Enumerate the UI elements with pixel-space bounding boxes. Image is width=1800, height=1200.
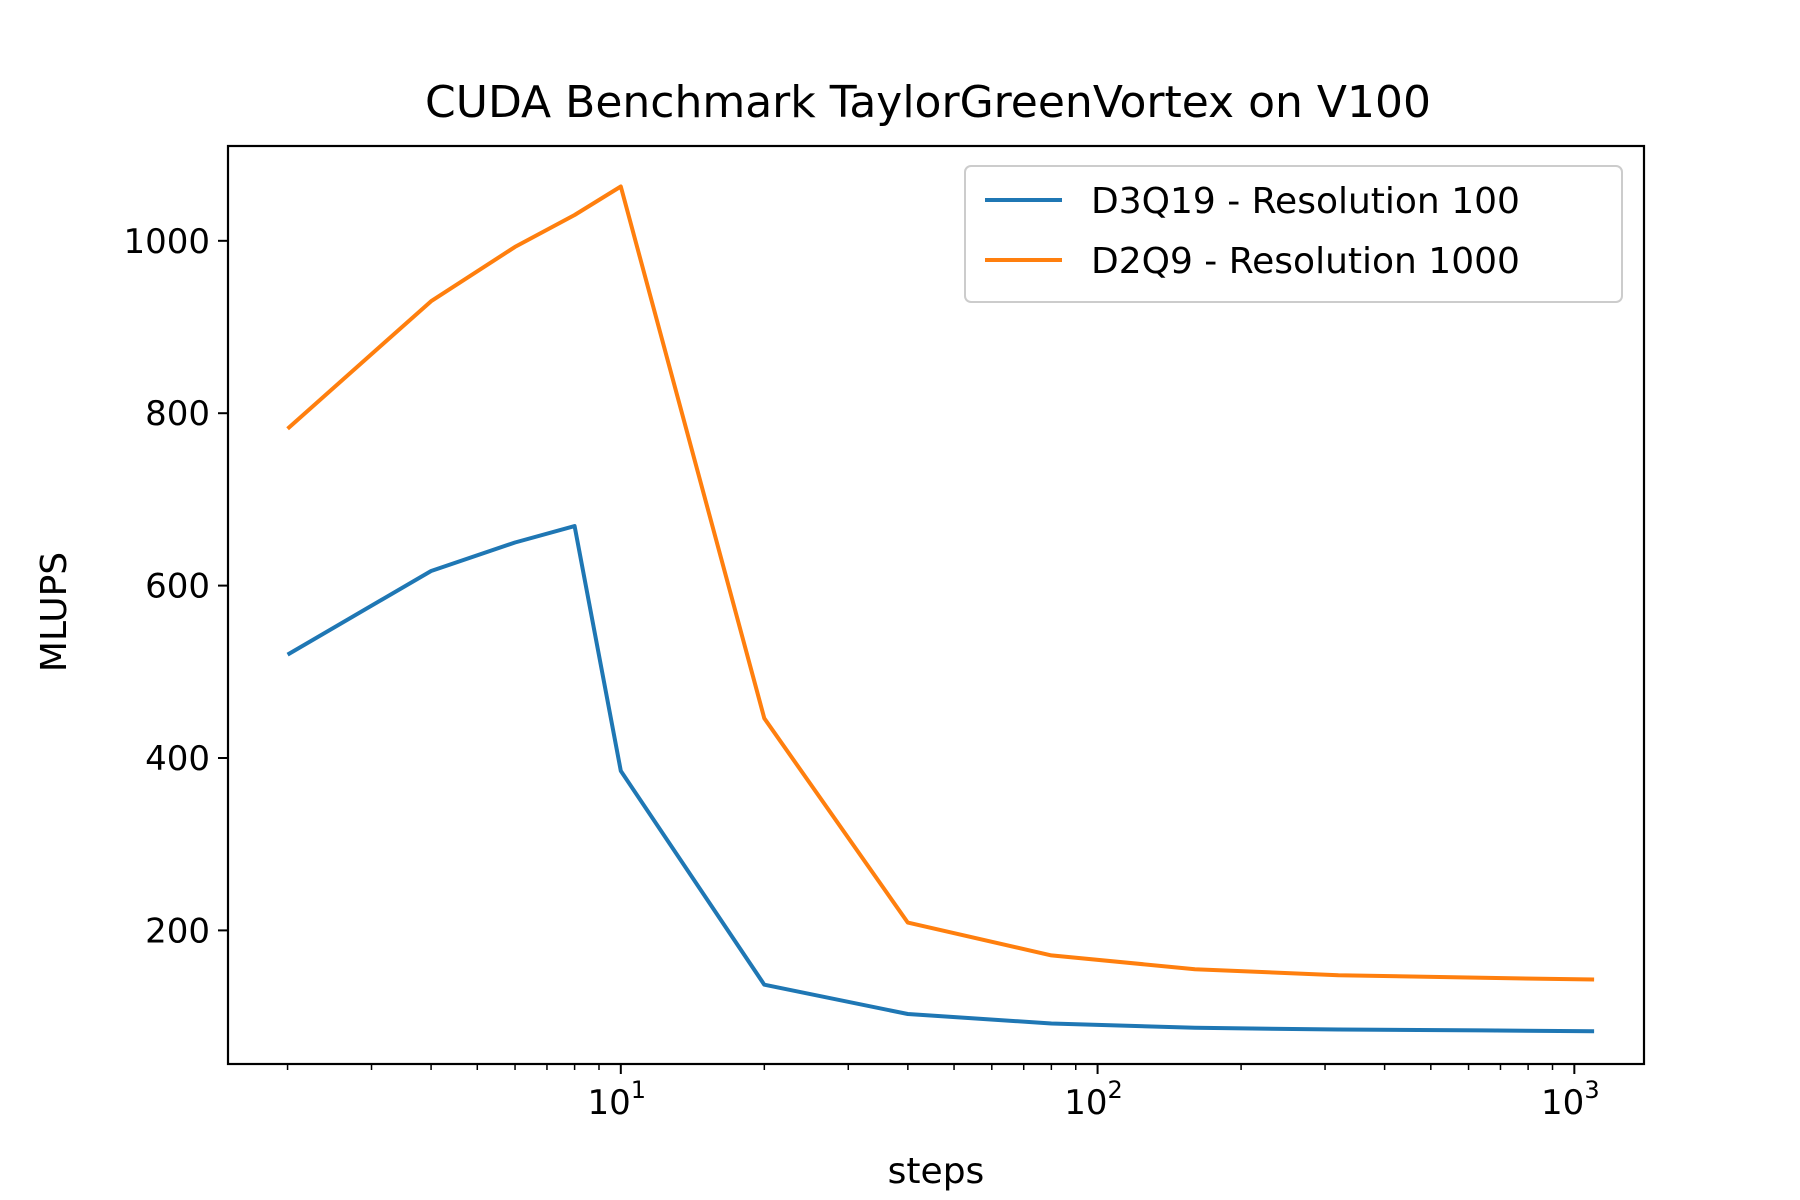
x-tick-label: 103 <box>1541 1076 1600 1123</box>
chart-title: CUDA Benchmark TaylorGreenVortex on V100 <box>425 77 1431 128</box>
legend: D3Q19 - Resolution 100 D2Q9 - Resolution … <box>964 165 1623 303</box>
series-lines <box>286 184 1595 1034</box>
y-axis-label: MLUPS <box>34 552 75 672</box>
legend-label: D2Q9 - Resolution 1000 <box>1091 241 1520 282</box>
x-tick-label: 101 <box>588 1076 647 1123</box>
x-tick-exponent: 3 <box>1584 1076 1599 1104</box>
x-tick-base: 10 <box>588 1083 631 1123</box>
y-tick-label: 200 <box>145 911 210 951</box>
x-axis: 101 102 103 <box>286 1064 1600 1123</box>
y-tick-label: 600 <box>145 567 210 607</box>
x-tick-exponent: 1 <box>631 1076 646 1104</box>
series-line-1 <box>286 524 1595 1034</box>
x-tick-exponent: 2 <box>1108 1076 1123 1104</box>
x-tick-label: 102 <box>1064 1076 1123 1123</box>
y-tick-label: 400 <box>145 739 210 779</box>
y-axis: 200 400 600 800 1000 <box>123 222 228 951</box>
legend-box <box>964 165 1623 303</box>
legend-label: D3Q19 - Resolution 100 <box>1091 181 1520 222</box>
series-line-2 <box>286 184 1595 982</box>
y-tick-label: 1000 <box>123 222 210 262</box>
y-tick-label: 800 <box>145 394 210 434</box>
plot-area <box>226 144 1646 1066</box>
x-axis-label: steps <box>888 1151 985 1192</box>
x-tick-base: 10 <box>1541 1083 1584 1123</box>
x-tick-base: 10 <box>1064 1083 1107 1123</box>
